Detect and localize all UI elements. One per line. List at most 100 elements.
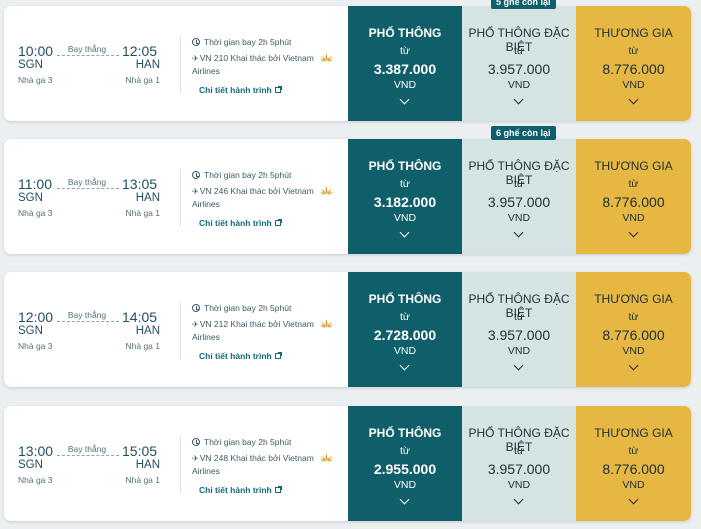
- fare-premium-economy-button[interactable]: PHỔ THÔNG ĐẶC BIỆT từ 3.957.000 VND: [462, 406, 576, 521]
- fare-price: 3.182.000: [373, 194, 437, 210]
- fare-price: 8.776.000: [602, 461, 665, 477]
- fare-currency: VND: [393, 79, 417, 91]
- fare-price: 3.957.000: [487, 327, 551, 343]
- fare-price: 8.776.000: [602, 194, 665, 210]
- fare-economy-button[interactable]: PHỔ THÔNG từ 2.728.000 VND: [348, 272, 462, 387]
- fare-currency: VND: [393, 345, 417, 357]
- arrival-terminal: Nhà ga 1: [125, 208, 161, 218]
- clock-icon: [192, 304, 200, 312]
- fare-premium-economy-button[interactable]: PHỔ THÔNG ĐẶC BIỆT từ 3.957.000 VND: [462, 139, 576, 254]
- itinerary-details-link[interactable]: Chi tiết hành trình: [199, 351, 282, 361]
- departure-terminal: Nhà ga 3: [18, 341, 53, 351]
- arrival-time: 12:05: [122, 43, 158, 59]
- flight-details: Thời gian bay 2h 5phút ✈VN 210 Khai thác…: [192, 6, 347, 121]
- fare-economy-button[interactable]: PHỔ THÔNG từ 2.955.000 VND: [348, 406, 462, 521]
- flight-number-row: ✈VN 212 Khai thác bởi Vietnam Airlines: [192, 318, 342, 344]
- departure-terminal: Nhà ga 3: [18, 75, 53, 85]
- flight-details: Thời gian bay 2h 5phút ✈VN 212 Khai thác…: [192, 272, 347, 387]
- fare-business-button[interactable]: THƯƠNG GIA từ 8.776.000 VND: [576, 6, 691, 121]
- fare-business-button[interactable]: THƯƠNG GIA từ 8.776.000 VND: [576, 139, 691, 254]
- flight-card-3: 12:00 Bay thẳng 14:05 SGN HAN Nhà ga 3 N…: [4, 272, 691, 387]
- fare-premium-economy-button[interactable]: PHỔ THÔNG ĐẶC BIỆT từ 3.957.000 VND: [462, 272, 576, 387]
- departure-airport: SGN: [18, 459, 43, 471]
- flight-times: 13:00 Bay thẳng 15:05 SGN HAN Nhà ga 3 N…: [4, 406, 174, 521]
- divider: [180, 302, 181, 360]
- fare-from-label: từ: [400, 445, 410, 457]
- flight-duration: Thời gian bay 2h 5phút: [204, 37, 292, 47]
- flight-type: Bay thẳng: [67, 44, 107, 54]
- departure-time: 10:00: [18, 43, 54, 59]
- fare-currency: VND: [507, 345, 531, 357]
- arrival-time: 13:05: [122, 176, 158, 192]
- external-link-icon: [274, 352, 282, 359]
- arrival-airport: HAN: [135, 59, 160, 71]
- fare-price: 2.728.000: [373, 327, 437, 343]
- chevron-down-icon: [628, 94, 638, 105]
- fare-currency: VND: [507, 79, 531, 91]
- fare-class-name: PHỔ THÔNG: [368, 26, 442, 40]
- flight-type: Bay thẳng: [67, 444, 107, 454]
- chevron-down-icon: [399, 360, 410, 371]
- fare-price: 3.957.000: [487, 194, 551, 210]
- duration-row: Thời gian bay 2h 5phút: [192, 437, 291, 447]
- fare-from-label: từ: [628, 178, 639, 190]
- flight-duration: Thời gian bay 2h 5phút: [204, 437, 292, 447]
- vietnam-airlines-lotus-icon: [320, 53, 333, 62]
- divider: [180, 436, 181, 494]
- departure-terminal: Nhà ga 3: [18, 475, 53, 485]
- fare-from-label: từ: [514, 445, 524, 457]
- chevron-down-icon: [628, 494, 638, 505]
- fare-class-name: THƯƠNG GIA: [594, 292, 673, 306]
- flight-info: VN 248 Khai thác bởi Vietnam Airlines: [192, 453, 314, 476]
- fare-premium-economy-button[interactable]: PHỔ THÔNG ĐẶC BIỆT từ 3.957.000 VND: [462, 6, 576, 121]
- fare-class-name: PHỔ THÔNG: [368, 159, 442, 173]
- arrival-airport: HAN: [135, 325, 160, 337]
- fare-from-label: từ: [628, 445, 639, 457]
- arrival-airport: HAN: [135, 459, 160, 471]
- fare-from-label: từ: [514, 311, 524, 323]
- chevron-down-icon: [399, 227, 410, 238]
- itinerary-details-link[interactable]: Chi tiết hành trình: [199, 85, 282, 95]
- fare-economy-button[interactable]: PHỔ THÔNG từ 3.387.000 VND: [348, 6, 462, 121]
- duration-row: Thời gian bay 2h 5phút: [192, 170, 291, 180]
- external-link-icon: [274, 86, 282, 93]
- itinerary-details-label: Chi tiết hành trình: [199, 485, 272, 495]
- fare-business-button[interactable]: THƯƠNG GIA từ 8.776.000 VND: [576, 406, 691, 521]
- fare-class-name: PHỔ THÔNG: [368, 426, 442, 440]
- fare-from-label: từ: [400, 45, 410, 57]
- route-line: [57, 321, 119, 322]
- fare-class-name: PHỔ THÔNG ĐẶC BIỆT: [468, 159, 570, 187]
- itinerary-details-link[interactable]: Chi tiết hành trình: [199, 218, 282, 228]
- fare-economy-button[interactable]: PHỔ THÔNG từ 3.182.000 VND: [348, 139, 462, 254]
- flight-details: Thời gian bay 2h 5phút ✈VN 248 Khai thác…: [192, 406, 347, 521]
- departure-airport: SGN: [18, 59, 43, 71]
- departure-airport: SGN: [18, 325, 43, 337]
- external-link-icon: [274, 486, 282, 493]
- chevron-down-icon: [513, 494, 524, 505]
- flight-card-4: 13:00 Bay thẳng 15:05 SGN HAN Nhà ga 3 N…: [4, 406, 691, 521]
- clock-icon: [192, 171, 200, 179]
- departure-time: 12:00: [18, 309, 54, 325]
- vietnam-airlines-lotus-icon: [320, 186, 333, 195]
- chevron-down-icon: [513, 94, 524, 105]
- vietnam-airlines-lotus-icon: [320, 319, 333, 328]
- flight-number-row: ✈VN 210 Khai thác bởi Vietnam Airlines: [192, 52, 342, 78]
- fare-currency: VND: [622, 345, 645, 357]
- fare-price: 3.387.000: [373, 61, 437, 77]
- flight-type: Bay thẳng: [67, 177, 107, 187]
- itinerary-details-link[interactable]: Chi tiết hành trình: [199, 485, 282, 495]
- fare-price: 3.957.000: [487, 61, 551, 77]
- route-line: [57, 55, 119, 56]
- route-line: [57, 188, 119, 189]
- chevron-down-icon: [513, 227, 524, 238]
- fare-business-button[interactable]: THƯƠNG GIA từ 8.776.000 VND: [576, 272, 691, 387]
- flight-info: VN 212 Khai thác bởi Vietnam Airlines: [192, 319, 314, 342]
- flight-info: VN 246 Khai thác bởi Vietnam Airlines: [192, 186, 314, 209]
- seat-badge: 6 ghế còn lại: [491, 126, 556, 140]
- fare-currency: VND: [393, 479, 417, 491]
- flight-times: 12:00 Bay thẳng 14:05 SGN HAN Nhà ga 3 N…: [4, 272, 174, 387]
- fare-class-name: PHỔ THÔNG: [368, 292, 442, 306]
- arrival-airport: HAN: [135, 192, 160, 204]
- departure-airport: SGN: [18, 192, 43, 204]
- fare-from-label: từ: [628, 45, 639, 57]
